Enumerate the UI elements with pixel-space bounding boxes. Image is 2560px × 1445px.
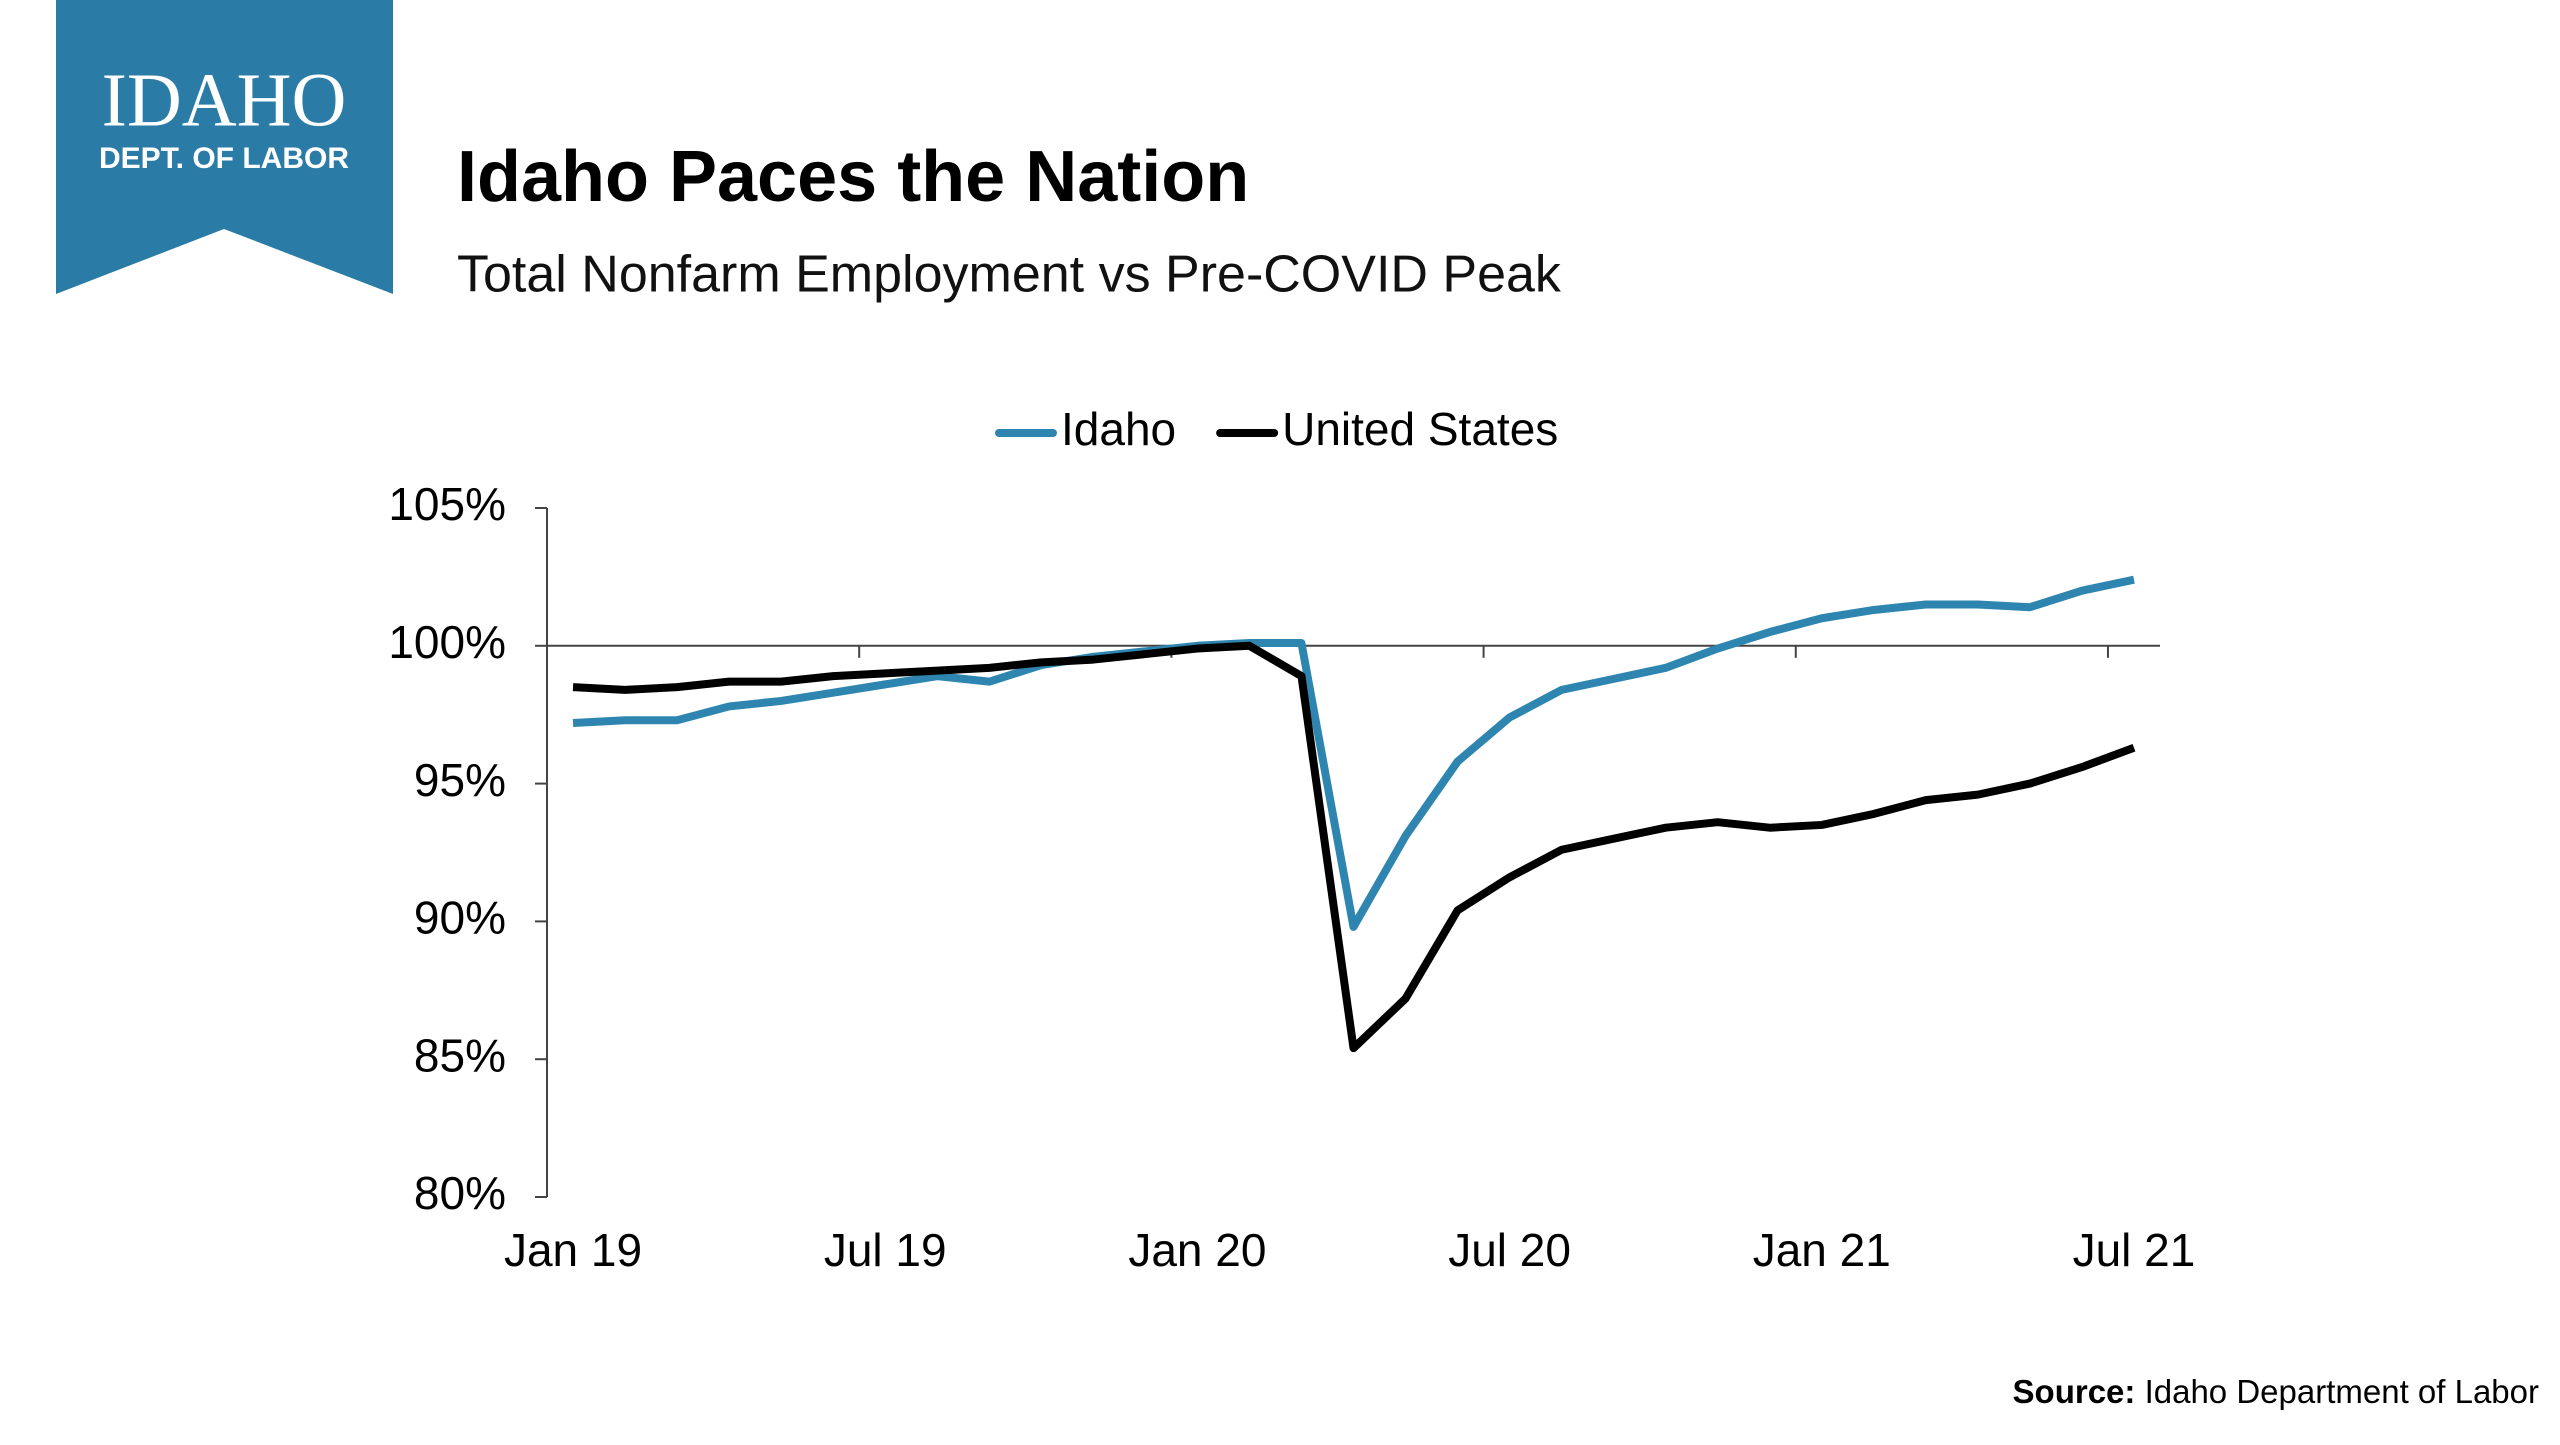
x-tick-label: Jan 21 (1753, 1224, 1891, 1276)
legend-label: United States (1282, 403, 1558, 455)
source-label: Source: (2013, 1373, 2136, 1410)
series-line (572, 641, 2136, 1053)
x-tick-label: Jul 21 (2073, 1224, 2196, 1276)
logo-name: IDAHO (102, 58, 347, 142)
series-line (572, 575, 2135, 931)
source-name: Idaho Department of Labor (2145, 1373, 2539, 1410)
logo-banner (56, 0, 393, 294)
y-tick-label: 85% (414, 1029, 506, 1081)
chart-subtitle: Total Nonfarm Employment vs Pre-COVID Pe… (457, 246, 1562, 304)
y-tick-label: 90% (414, 892, 506, 944)
x-tick-label: Jan 19 (504, 1224, 642, 1276)
y-tick-label: 95% (414, 754, 506, 806)
legend-label: Idaho (1061, 403, 1176, 455)
logo-dept: DEPT. OF LABOR (99, 142, 349, 175)
y-tick-label: 80% (414, 1167, 506, 1219)
source: Source: Idaho Department of Labor (2013, 1373, 2539, 1410)
x-tick-label: Jul 19 (824, 1224, 947, 1276)
y-tick-label: 100% (388, 616, 506, 668)
x-tick-label: Jul 20 (1448, 1224, 1571, 1276)
source-text: Source: Idaho Department of Labor (2013, 1373, 2539, 1410)
chart-title: Idaho Paces the Nation (457, 137, 1249, 217)
x-tick-label: Jan 20 (1128, 1224, 1266, 1276)
y-tick-label: 105% (388, 478, 506, 530)
